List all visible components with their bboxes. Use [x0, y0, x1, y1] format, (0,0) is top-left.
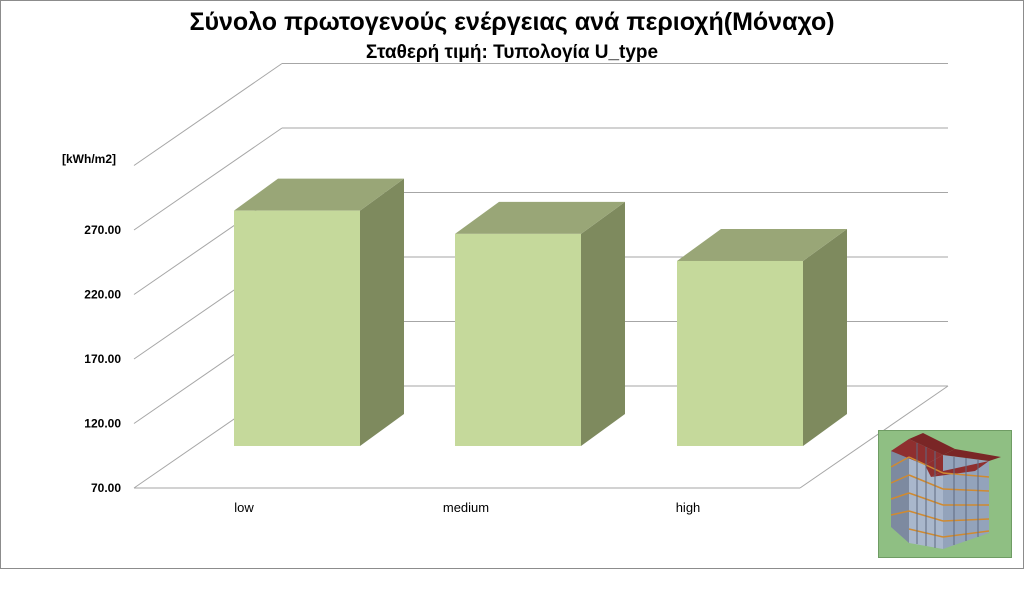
y-axis-ticks: 70.00 120.00 170.00 220.00 270.00: [84, 223, 121, 495]
side-wall-gridline: [133, 63, 283, 166]
bar-top-face: [234, 178, 404, 211]
y-tick-label: 170.00: [84, 352, 121, 366]
bar-side-face: [360, 178, 404, 446]
building-3d-model-icon: [878, 430, 1012, 558]
bar-side-face: [581, 201, 625, 446]
y-tick-label: 70.00: [91, 481, 121, 495]
y-tick-label: 220.00: [84, 288, 121, 302]
side-wall-gridline: [133, 127, 283, 231]
bar-top-face: [455, 201, 625, 234]
y-tick-label: 120.00: [84, 417, 121, 431]
bar-medium: [455, 201, 625, 446]
bars: [234, 178, 847, 446]
bar-high: [677, 228, 847, 446]
floor-right-edge: [799, 385, 949, 489]
bar-front-face: [234, 210, 360, 446]
x-axis-categories: low medium high: [234, 500, 700, 515]
bar-top-face: [677, 228, 847, 261]
bar-low: [234, 178, 404, 446]
bar-side-face: [803, 228, 847, 446]
x-category-label: low: [234, 500, 254, 515]
x-category-label: medium: [443, 500, 489, 515]
chart-subtitle: Σταθερή τιμή: Τυπολογία U_type: [365, 42, 659, 63]
y-axis-unit-label: [kWh/m2]: [62, 152, 116, 166]
bar-front-face: [677, 260, 803, 446]
y-tick-label: 270.00: [84, 223, 121, 237]
bar-front-face: [455, 233, 581, 446]
x-category-label: high: [676, 500, 701, 515]
chart-title: Σύνολο πρωτογενούς ενέργειας ανά περιοχή…: [189, 8, 835, 36]
